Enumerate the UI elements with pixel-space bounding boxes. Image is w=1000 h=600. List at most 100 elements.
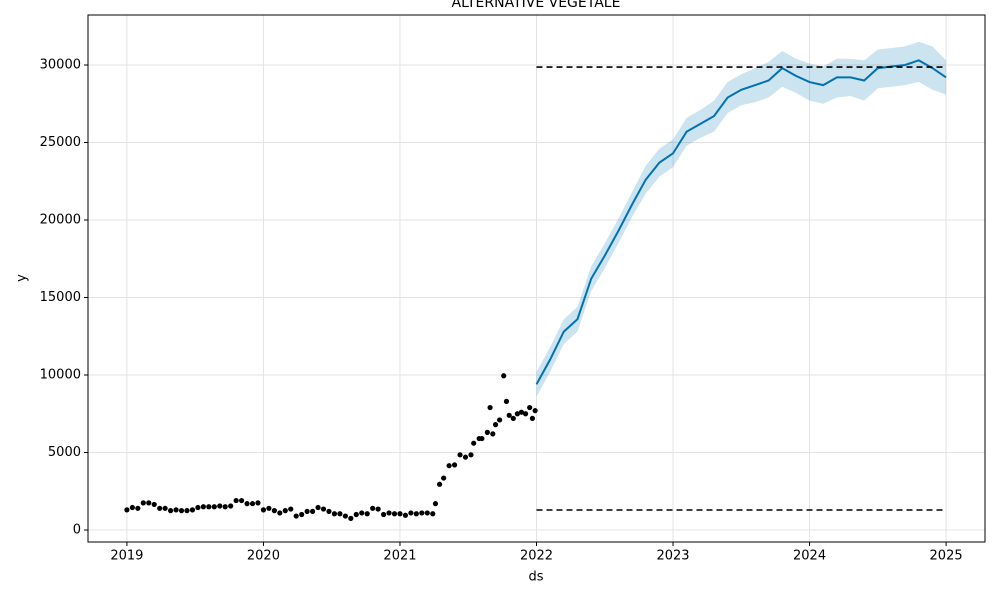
observed-point <box>348 515 354 521</box>
observed-point <box>497 417 503 423</box>
observed-point <box>168 508 174 514</box>
y-tick-label: 30000 <box>40 58 81 73</box>
observed-point <box>364 511 370 517</box>
observed-point <box>430 511 436 517</box>
x-tick-label: 2019 <box>110 549 143 564</box>
observed-point <box>518 409 525 415</box>
observed-point <box>200 504 206 510</box>
y-tick-label: 15000 <box>40 290 81 305</box>
observed-point <box>151 501 157 508</box>
observed-point <box>162 505 168 511</box>
observed-point <box>397 511 403 517</box>
x-tick-label: 2022 <box>520 549 553 564</box>
x-axis-label: ds <box>528 570 543 585</box>
observed-point <box>522 411 529 417</box>
observed-point <box>178 508 185 514</box>
observed-point <box>471 440 477 446</box>
observed-point <box>249 501 256 507</box>
observed-point <box>173 507 179 513</box>
observed-point <box>342 513 348 519</box>
observed-point <box>326 508 332 515</box>
observed-point <box>293 513 299 519</box>
observed-point <box>527 404 533 411</box>
y-axis-label: y <box>15 274 30 282</box>
observed-point <box>359 510 365 516</box>
observed-point <box>124 507 130 513</box>
observed-point <box>391 511 398 517</box>
observed-point <box>222 504 228 510</box>
observed-point <box>217 503 223 509</box>
observed-point <box>206 504 212 510</box>
observed-point <box>266 505 272 511</box>
observed-point <box>353 511 359 518</box>
observed-point <box>386 510 392 516</box>
observed-point <box>432 501 439 507</box>
observed-point <box>195 504 201 511</box>
observed-point <box>129 504 135 511</box>
observed-point <box>419 510 425 516</box>
observed-point <box>529 415 536 422</box>
observed-point <box>282 508 288 514</box>
observed-point <box>487 404 493 411</box>
observed-point <box>501 373 507 379</box>
x-tick-label: 2021 <box>383 549 416 564</box>
observed-point <box>277 510 283 516</box>
observed-point <box>244 501 250 507</box>
observed-point <box>320 506 327 512</box>
observed-point <box>260 507 267 513</box>
y-tick-label: 10000 <box>40 368 81 383</box>
observed-point <box>146 500 152 506</box>
observed-point <box>484 429 490 435</box>
observed-point <box>299 511 305 518</box>
x-tick-label: 2025 <box>930 549 963 564</box>
observed-point <box>441 475 447 481</box>
observed-point <box>436 481 443 487</box>
observed-point <box>490 431 496 437</box>
observed-point <box>255 500 261 506</box>
observed-point <box>304 508 310 515</box>
observed-point <box>457 452 463 458</box>
observed-point <box>468 452 474 458</box>
observed-point <box>157 505 163 511</box>
observed-point <box>211 504 217 510</box>
observed-point <box>309 508 316 515</box>
observed-point <box>462 454 469 460</box>
x-tick-label: 2020 <box>247 549 280 564</box>
observed-point <box>510 415 516 422</box>
y-tick-label: 20000 <box>40 213 81 228</box>
observed-point <box>506 412 512 418</box>
forecast-line <box>535 59 947 385</box>
observed-point <box>446 463 452 469</box>
uncertainty-band <box>536 41 947 397</box>
observed-point <box>315 504 321 511</box>
y-tick-label: 25000 <box>40 135 81 150</box>
observed-point <box>370 505 376 511</box>
observed-point <box>408 510 414 516</box>
y-tick-label: 0 <box>73 523 81 538</box>
observed-point <box>503 398 510 404</box>
observed-point <box>492 422 499 428</box>
observed-point <box>184 508 190 514</box>
x-tick-label: 2024 <box>793 549 826 564</box>
observed-point <box>451 462 458 468</box>
observed-point <box>140 500 146 506</box>
observed-point <box>402 512 409 518</box>
observed-point <box>288 506 294 512</box>
observed-point <box>375 506 381 512</box>
observed-point <box>189 507 196 513</box>
observed-point <box>413 511 419 517</box>
observed-point <box>228 503 234 509</box>
observed-point <box>479 435 485 442</box>
observed-point <box>233 497 239 504</box>
observed-point <box>532 408 538 414</box>
observed-point <box>135 505 141 511</box>
observed-point <box>514 411 520 417</box>
observed-point <box>424 510 430 516</box>
observed-point <box>380 511 387 518</box>
observed-point <box>271 508 277 514</box>
observed-point <box>331 511 338 517</box>
observed-point <box>238 497 245 504</box>
chart-title: ALTERNATIVE VEGETALE <box>452 0 621 11</box>
x-tick-label: 2023 <box>656 549 689 564</box>
